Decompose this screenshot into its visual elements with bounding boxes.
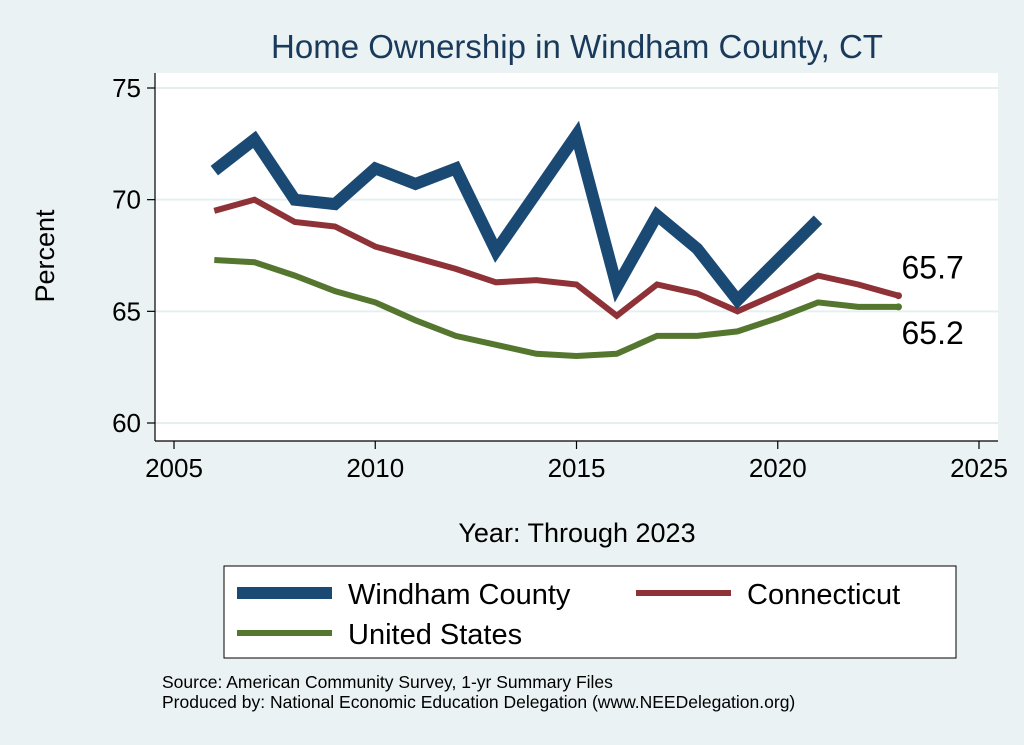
y-tick-label: 70 [112,185,141,215]
series-line-united-states [214,257,899,360]
end-labels: 65.7 65.2 [895,250,964,351]
x-tick-label: 2010 [346,453,404,483]
produced-by-note: Produced by: National Economic Education… [162,692,795,712]
y-tick-label: 75 [112,73,141,103]
end-value-label: 65.2 [902,315,964,351]
end-marker [895,303,902,311]
y-tick-label: 65 [112,296,141,326]
legend-label-united-states: United States [348,619,522,651]
x-tick-label: 2015 [548,453,606,483]
x-axis-title: Year: Through 2023 [458,518,695,548]
series-line-windham-county [210,120,823,310]
legend-box [223,565,957,659]
series-layer [210,120,900,360]
series-line-connecticut [213,196,900,320]
end-value-label: 65.7 [902,250,964,286]
axes: 60 65 70 75 2005 2010 2015 2020 2025 [112,73,1008,483]
x-tick-label: 2025 [950,453,1008,483]
x-tick-label: 2005 [145,453,203,483]
chart-title: Home Ownership in Windham County, CT [271,28,883,65]
legend: Windham County Connecticut United States [223,565,957,659]
x-tick-label: 2020 [749,453,807,483]
legend-label-connecticut: Connecticut [747,579,900,611]
legend-label-windham: Windham County [348,579,571,611]
y-axis-title: Percent [30,209,60,303]
y-tick-label: 60 [112,408,141,438]
end-marker [895,292,902,300]
source-note: Source: American Community Survey, 1-yr … [162,672,613,692]
